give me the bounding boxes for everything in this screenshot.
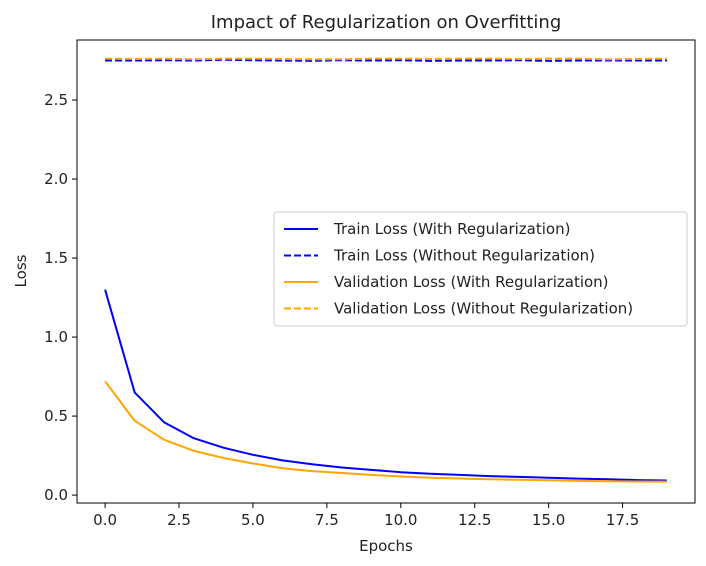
x-tick-label: 2.5: [167, 511, 191, 529]
x-tick-label: 15.0: [532, 511, 565, 529]
chart-title: Impact of Regularization on Overfitting: [211, 12, 562, 33]
y-tick-label: 2.0: [44, 170, 68, 188]
series-line-3: [104, 380, 667, 483]
y-tick-label: 0.5: [44, 407, 68, 425]
x-tick-label: 7.5: [315, 511, 339, 529]
x-axis-label: Epochs: [359, 537, 413, 555]
series-line-1: [104, 289, 667, 482]
x-tick-label: 10.0: [384, 511, 417, 529]
legend-label: Validation Loss (With Regularization): [334, 273, 609, 291]
y-tick-label: 1.5: [44, 249, 68, 267]
x-tick-label: 17.5: [606, 511, 639, 529]
x-tick-label: 12.5: [458, 511, 491, 529]
y-axis-label: Loss: [12, 254, 30, 287]
y-tick-label: 1.0: [44, 328, 68, 346]
y-tick-label: 0.0: [44, 486, 68, 504]
legend-label: Train Loss (With Regularization): [333, 220, 570, 238]
legend-label: Validation Loss (Without Regularization): [334, 300, 633, 318]
series-line-4: [105, 57, 667, 61]
legend-box: [273, 211, 688, 327]
x-tick-label: 5.0: [241, 511, 265, 529]
ticks-layer: 0.0 2.5 5.0 7.5 10.0 12.5 15.0 17.5 0.0 0.5 1.0 1.5…: [44, 91, 639, 529]
series-layer: [104, 57, 667, 483]
x-tick-label: 0.0: [93, 511, 117, 529]
plot-frame: [76, 39, 696, 504]
legend: Train Loss (With Regularization) Train Lo…: [273, 211, 688, 327]
series-line-2: [105, 58, 667, 62]
legend-label: Train Loss (Without Regularization): [333, 247, 595, 265]
y-tick-label: 2.5: [44, 91, 68, 109]
